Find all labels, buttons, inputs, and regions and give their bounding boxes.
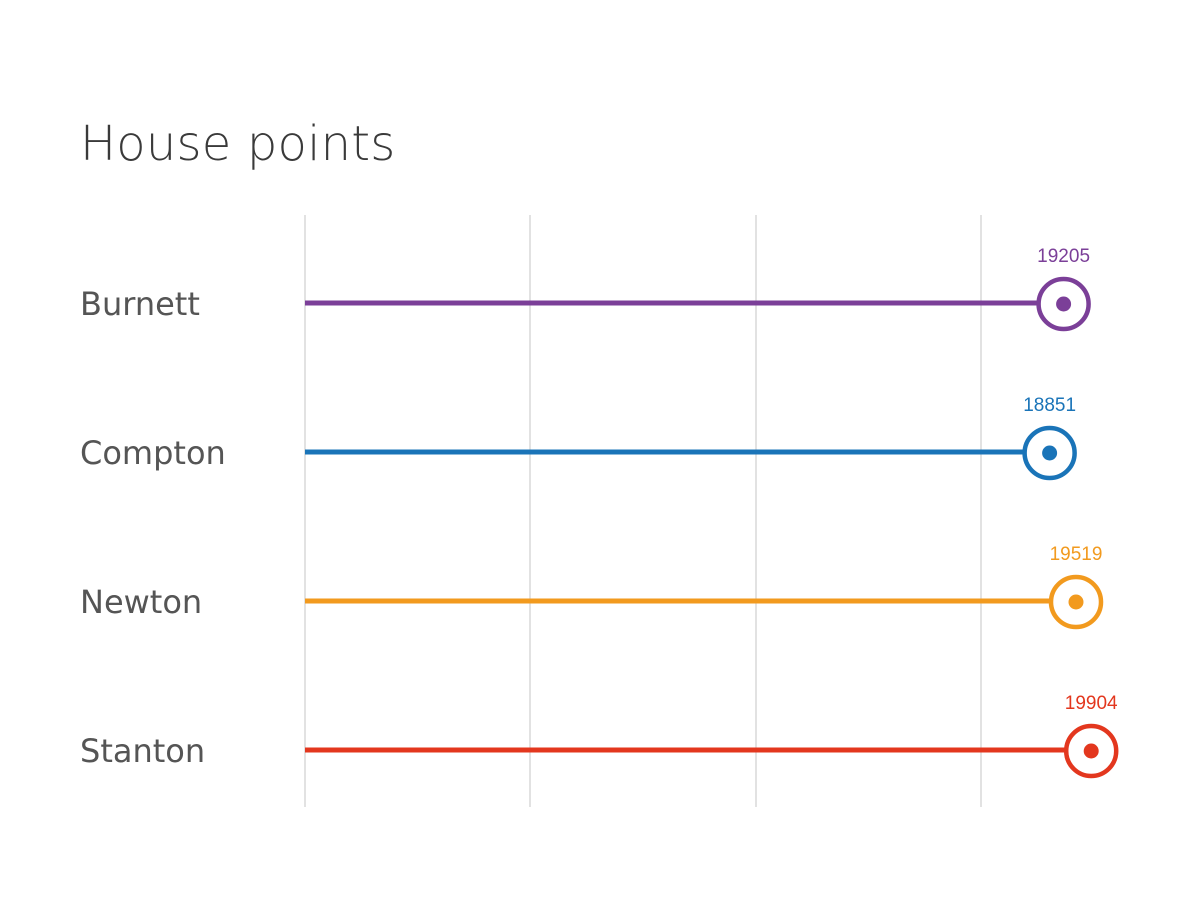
marker-dot-stanton [1083,743,1099,759]
chart-title: House points [80,116,396,172]
category-label-compton: Compton [80,434,226,472]
data-label-compton: 18851 [1023,395,1076,416]
marker-dot-newton [1068,594,1084,610]
category-label-burnett: Burnett [80,285,200,323]
marker-dot-compton [1042,445,1058,461]
category-label-stanton: Stanton [80,732,205,770]
data-label-stanton: 19904 [1065,693,1118,714]
chart-marks: Burnett 19205 Compton 18851 Newton 19519 Stant… [80,246,1119,779]
gridlines [304,215,982,807]
marker-dot-burnett [1056,296,1072,312]
data-label-newton: 19519 [1050,544,1103,565]
category-label-newton: Newton [80,583,202,621]
data-label-burnett: 19205 [1037,246,1090,267]
